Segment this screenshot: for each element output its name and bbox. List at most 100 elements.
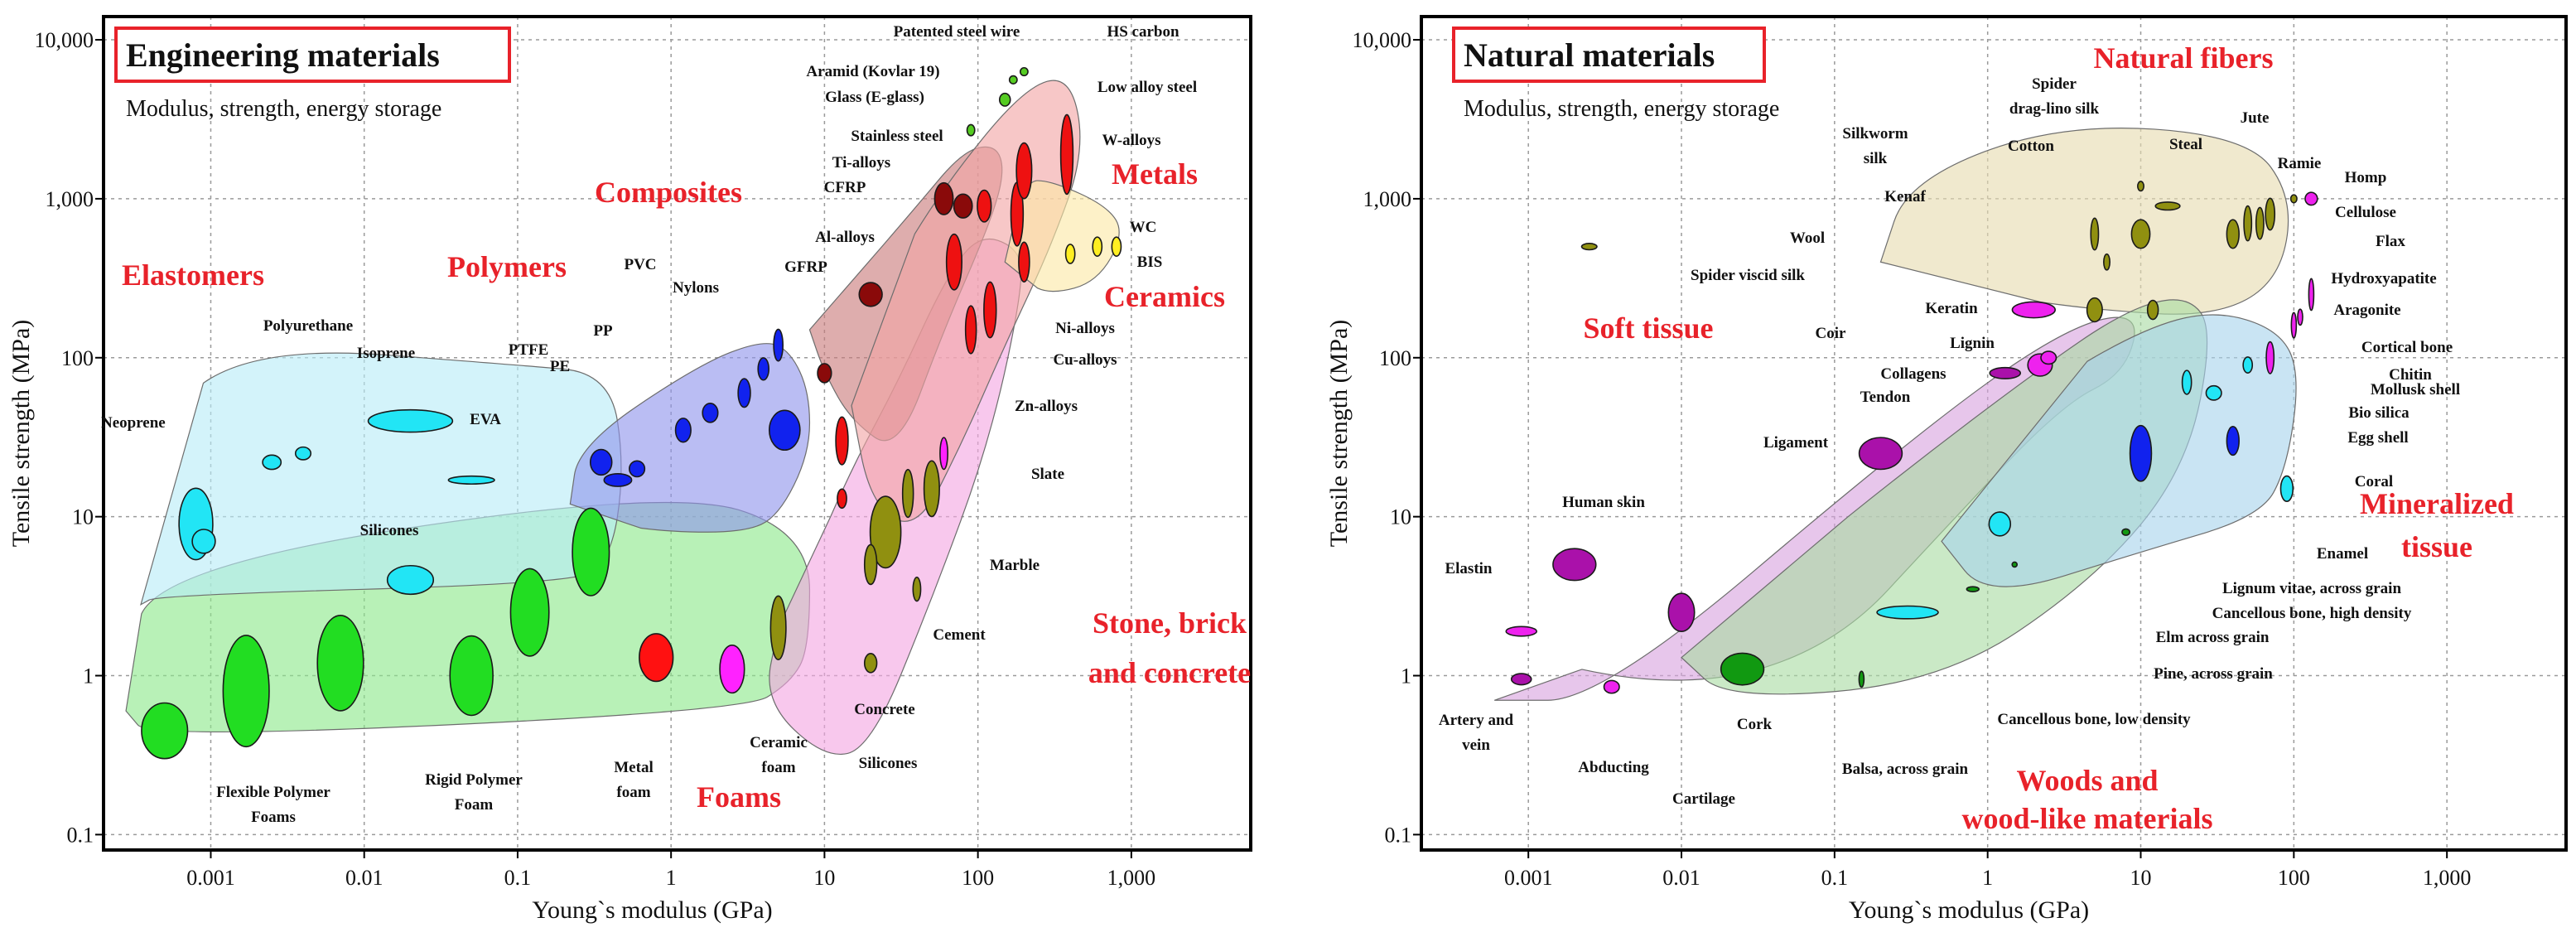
category-label: tissue	[2401, 530, 2472, 563]
material-metals	[837, 488, 847, 510]
material-nylons	[768, 409, 801, 452]
material-label: Bio silica	[2348, 404, 2410, 422]
material-ni-alloys	[1018, 241, 1030, 283]
material-metals	[835, 416, 849, 466]
material-marble	[901, 469, 914, 519]
material-label: Isoprene	[357, 345, 415, 362]
material-jute	[2226, 219, 2240, 249]
material-cork	[1720, 652, 1765, 686]
material-label: Cotton	[2008, 138, 2054, 155]
category-label: Polymers	[447, 250, 567, 283]
material-label: Slate	[1031, 466, 1064, 483]
category-label: Stone, brick	[1093, 606, 1247, 640]
material-silkworm-silk	[2090, 217, 2100, 251]
material-metal-foam	[639, 633, 674, 683]
material-ligament	[1858, 437, 1903, 471]
material-label: vein	[1462, 737, 1490, 754]
material-pvc	[757, 357, 769, 381]
material-label: Pine, across grain	[2154, 665, 2273, 683]
plot-frame	[102, 15, 1252, 852]
plot-frame	[1420, 15, 2568, 852]
material-al-alloys	[945, 233, 962, 291]
material-slate	[939, 437, 948, 471]
material-label: Foams	[251, 809, 296, 826]
material-concrete	[863, 653, 878, 674]
material-human-skin	[1552, 548, 1597, 582]
material-label: Marble	[990, 557, 1040, 574]
material-label: Enamel	[2317, 545, 2368, 563]
material-pe	[629, 460, 646, 478]
x-tick-label: 0.01	[1662, 866, 1700, 890]
x-tick-label: 0.001	[186, 866, 235, 890]
region-mineralized-tissue	[1941, 314, 2297, 587]
material-cfrp	[953, 193, 973, 219]
material-label: Silkworm	[1842, 125, 1908, 142]
material-bio-silica	[2181, 369, 2192, 395]
material-label: silk	[1864, 150, 1888, 167]
material-kenaf	[2243, 205, 2253, 242]
material-label: Neoprene	[101, 414, 166, 432]
material-ramie	[2255, 206, 2265, 240]
material-pvc	[737, 378, 751, 408]
material-flax	[2289, 194, 2298, 204]
material-cement	[912, 576, 922, 602]
category-label: Metals	[1112, 157, 1198, 191]
material-label: foam	[761, 759, 795, 776]
material-cfrp	[817, 363, 832, 384]
material-w-alloys	[1059, 114, 1074, 196]
material-label: PVC	[624, 256, 656, 273]
material-ceramic-foam	[719, 645, 745, 694]
material-label: Cortical bone	[2361, 339, 2453, 356]
category-label: Mineralized	[2360, 487, 2514, 520]
x-tick-label: 0.1	[504, 866, 532, 890]
material-label: Aramid (Kovlar 19)	[806, 63, 939, 80]
material-label: Kenaf	[1884, 188, 1926, 205]
material-rigid-polymer-foam	[449, 635, 494, 717]
chart-title: Engineering materials	[126, 36, 440, 74]
material-elm-across-grain	[2011, 561, 2019, 568]
y-axis-label: Tensile strength (MPa)	[7, 320, 35, 548]
x-tick-label: 10	[2130, 866, 2152, 890]
material-cartilage	[1667, 592, 1696, 633]
x-axis-label: Young`s modulus (GPa)	[1849, 896, 2089, 924]
material-flexible-polymer-foams	[141, 702, 189, 760]
material-label: Human skin	[1562, 494, 1645, 511]
category-label: Ceramics	[1104, 280, 1225, 313]
material-label: PTFE	[509, 341, 549, 359]
material-label: Cellulose	[2335, 204, 2396, 221]
material-label: Steal	[2169, 136, 2202, 153]
material-label: Wool	[1790, 229, 1825, 247]
material-coir	[2086, 297, 2103, 323]
material-label: Flax	[2376, 233, 2405, 250]
category-label: Foams	[697, 780, 781, 814]
material-label: Low alloy steel	[1097, 79, 1197, 96]
material-label: BIS	[1137, 254, 1163, 271]
x-tick-label: 10	[813, 866, 835, 890]
y-tick-label: 10,000	[1353, 28, 1412, 52]
material-keratin	[2011, 301, 2056, 319]
material-label: Metal	[614, 759, 653, 776]
x-tick-label: 100	[962, 866, 994, 890]
material-label: Balsa, across grain	[1842, 761, 1969, 778]
x-tick-label: 1,000	[1107, 866, 1156, 890]
material-label: Cartilage	[1672, 790, 1735, 808]
material-coral	[2226, 426, 2240, 456]
material-label: drag-lino silk	[2009, 100, 2100, 118]
panel-natural-materials: 0.001 0.01 0.1 1 10 100 1,000 0.1 1 10 100 1,000 10,…	[1325, 15, 2568, 924]
material-slate	[923, 460, 940, 518]
material-wool	[2103, 253, 2111, 271]
x-tick-label: 1	[1982, 866, 1993, 890]
material-zn-alloys	[964, 305, 977, 355]
material-label: PE	[550, 358, 570, 375]
material-aramid-kovlar-19	[998, 92, 1011, 107]
material-label: Keratin	[1925, 300, 1978, 317]
material-isoprene	[294, 446, 312, 461]
material-elastin	[1505, 625, 1538, 637]
category-label: Woods and	[2016, 764, 2158, 797]
material-lignin	[2040, 350, 2057, 365]
material-label: Ni-alloys	[1055, 320, 1115, 337]
y-tick-label: 100	[61, 346, 94, 370]
region-elastomers	[140, 352, 622, 606]
material-label: Cu-alloys	[1053, 351, 1117, 369]
